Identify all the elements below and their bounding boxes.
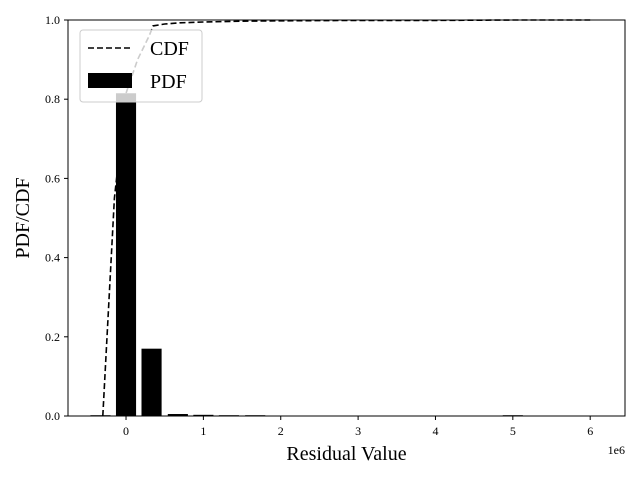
pdf-bar bbox=[193, 414, 214, 416]
legend-pdf-swatch bbox=[88, 73, 132, 88]
y-tick-label: 1.0 bbox=[45, 13, 60, 27]
pdf-bars bbox=[90, 93, 523, 417]
y-axis-ticks: 0.0 0.2 0.4 0.6 0.8 1.0 bbox=[45, 13, 68, 423]
y-tick-label: 0.8 bbox=[45, 92, 60, 106]
x-tick-label: 2 bbox=[278, 424, 284, 438]
x-tick-label: 0 bbox=[123, 424, 129, 438]
x-tick-label: 1 bbox=[200, 424, 206, 438]
x-axis-title: Residual Value bbox=[286, 443, 406, 465]
y-axis-title: PDF/CDF bbox=[12, 177, 34, 258]
y-tick-label: 0.4 bbox=[45, 251, 60, 265]
y-tick-label: 0.2 bbox=[45, 330, 60, 344]
pdf-bar bbox=[141, 348, 162, 416]
x-axis-offset-label: 1e6 bbox=[608, 443, 625, 457]
pdf-bar bbox=[167, 414, 188, 416]
x-tick-label: 4 bbox=[432, 424, 438, 438]
y-tick-label: 0.6 bbox=[45, 171, 60, 185]
y-tick-label: 0.0 bbox=[45, 409, 60, 423]
x-axis-ticks: 0 1 2 3 4 5 6 bbox=[123, 416, 593, 438]
legend: CDF PDF bbox=[79, 29, 203, 103]
legend-cdf-label: CDF bbox=[150, 38, 189, 60]
pdf-bar bbox=[115, 93, 137, 416]
plot-frame bbox=[67, 19, 626, 417]
x-tick-label: 5 bbox=[510, 424, 516, 438]
x-tick-label: 3 bbox=[355, 424, 361, 438]
x-tick-label: 6 bbox=[587, 424, 593, 438]
legend-pdf-label: PDF bbox=[150, 71, 187, 93]
